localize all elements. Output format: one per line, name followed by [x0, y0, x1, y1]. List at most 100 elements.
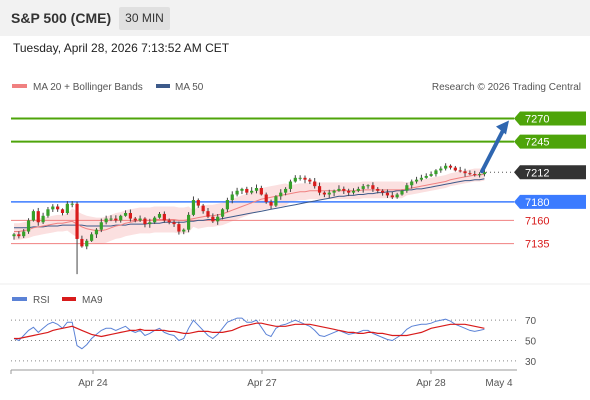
- candle-body: [75, 203, 79, 239]
- candle-body: [390, 195, 394, 198]
- candle: [46, 206, 50, 218]
- candle-body: [376, 188, 380, 191]
- candle-body: [143, 218, 147, 225]
- candle-body: [104, 218, 108, 223]
- level-tag-7245: [514, 134, 586, 149]
- candle-body: [60, 209, 65, 214]
- forecast-arrow-shaft: [480, 126, 506, 174]
- candle: [468, 170, 472, 176]
- candle-body: [216, 216, 220, 222]
- timeframe-button[interactable]: 30 MIN: [119, 7, 170, 30]
- candle-body: [225, 200, 229, 210]
- candle: [478, 172, 482, 178]
- candle: [458, 166, 462, 173]
- ma20-legend-label: MA 20 + Bollinger Bands: [33, 82, 143, 93]
- candle: [230, 191, 234, 204]
- candle-body: [230, 194, 234, 201]
- candle: [385, 189, 390, 198]
- candle-body: [293, 177, 297, 182]
- candle: [453, 165, 457, 172]
- candle: [196, 198, 200, 208]
- candle-body: [366, 185, 370, 187]
- candle: [356, 186, 360, 193]
- candle-body: [167, 220, 171, 223]
- candle-body: [201, 205, 205, 212]
- candle: [327, 189, 331, 199]
- candle-body: [157, 213, 162, 218]
- candle-body: [288, 181, 293, 189]
- candle: [298, 175, 302, 181]
- candle-body: [138, 218, 142, 221]
- candle: [167, 218, 171, 225]
- candle-body: [395, 194, 399, 198]
- candle-body: [463, 171, 467, 174]
- candle: [429, 171, 433, 177]
- chart-header: S&P 500 (CME) 30 MIN: [0, 0, 590, 36]
- candle: [303, 175, 307, 184]
- candle-body: [259, 188, 263, 195]
- candle: [51, 204, 55, 212]
- candle: [274, 195, 278, 208]
- rsi-tick-70: 70: [525, 316, 537, 327]
- candle-body: [279, 192, 283, 197]
- candle-body: [400, 190, 404, 195]
- candle: [419, 174, 423, 182]
- candle: [162, 211, 166, 223]
- candle-body: [220, 209, 225, 217]
- candle-body: [70, 203, 74, 205]
- candle-body: [182, 229, 186, 232]
- instrument-title: S&P 500 (CME): [11, 10, 112, 26]
- candle-body: [410, 181, 414, 186]
- candle-body: [439, 168, 443, 171]
- candle: [65, 201, 69, 215]
- candle-body: [51, 206, 55, 210]
- candle: [148, 218, 152, 228]
- candle-body: [211, 216, 215, 222]
- candle: [235, 187, 239, 197]
- candle-body: [119, 215, 123, 221]
- candle: [80, 235, 84, 248]
- candle: [56, 204, 60, 212]
- candle: [128, 209, 132, 222]
- candle-body: [468, 173, 472, 175]
- candle: [254, 184, 259, 194]
- level-tag-7270: [514, 111, 586, 126]
- candle-body: [444, 165, 448, 169]
- candle-body: [482, 172, 487, 175]
- candle: [22, 229, 26, 239]
- candle: [60, 208, 65, 216]
- candle: [410, 179, 414, 189]
- candle-body: [90, 234, 94, 241]
- price-labels-layer: 7270 7245 7212 7180 7160 7135: [514, 111, 586, 251]
- candle: [182, 228, 186, 235]
- candle: [201, 203, 205, 214]
- candle-body: [448, 165, 453, 168]
- candle: [279, 189, 283, 200]
- candle-body: [85, 240, 89, 247]
- candle: [444, 163, 448, 171]
- candle: [371, 182, 375, 192]
- candle-body: [187, 214, 191, 230]
- candle-body: [327, 192, 331, 195]
- candle: [395, 192, 399, 199]
- candle: [361, 183, 365, 193]
- candle: [400, 189, 404, 196]
- level-label-7135: 7135: [525, 239, 549, 251]
- candle-body: [381, 190, 385, 193]
- candle: [284, 187, 288, 196]
- time-tick-label: Apr 24: [78, 378, 108, 389]
- candle: [31, 209, 35, 222]
- ma9-line: [14, 322, 485, 340]
- candle-body: [298, 177, 302, 179]
- candle-body: [317, 186, 322, 193]
- candle: [138, 215, 142, 223]
- candle: [264, 192, 268, 204]
- candle: [473, 170, 477, 177]
- rsi-layer: 70 50 30: [11, 316, 537, 368]
- candle: [133, 217, 137, 223]
- time-tick-label: Apr 27: [247, 378, 277, 389]
- candle-body: [250, 190, 254, 193]
- candle-body: [46, 209, 50, 216]
- candle-body: [313, 181, 317, 187]
